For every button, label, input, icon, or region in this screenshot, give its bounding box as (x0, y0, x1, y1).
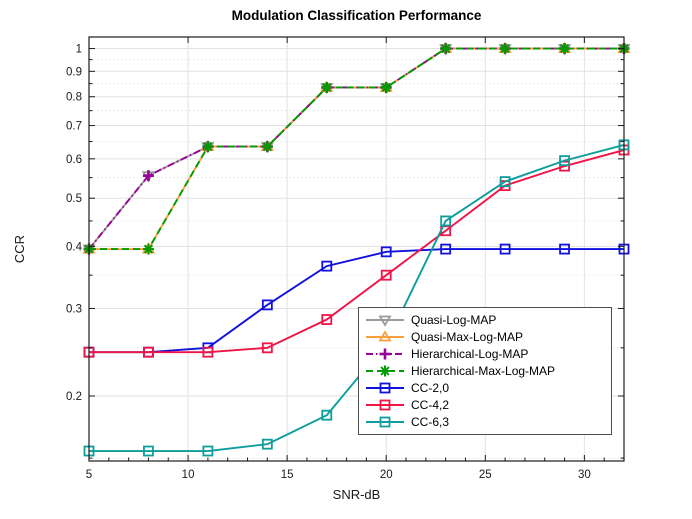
marker-square (559, 155, 570, 167)
legend-label: Hierarchical-Max-Log-MAP (411, 363, 556, 378)
y-tick-label: 0.6 (66, 154, 82, 166)
marker-triangle-down (378, 315, 392, 327)
marker-square (499, 176, 511, 187)
legend-item: Hierarchical-Log-MAP (365, 346, 605, 362)
marker-square (143, 445, 154, 457)
legend-item: Quasi-Max-Log-MAP (365, 329, 605, 345)
legend-label: CC-6,3 (411, 415, 450, 430)
legend: Quasi-Log-MAP Quasi-Max-Log-MAP Hierarchic… (358, 307, 612, 435)
marker-square (321, 260, 333, 272)
chart-title: Modulation Classification Performance (231, 8, 482, 23)
legend-item: CC-2,0 (365, 380, 605, 396)
marker-square (380, 246, 392, 258)
marker-asterisk (441, 43, 451, 54)
marker-square (379, 399, 391, 411)
marker-asterisk (500, 43, 510, 54)
marker-square (143, 346, 154, 358)
x-axis-label: SNR-dB (332, 487, 381, 502)
y-tick-label: 0.8 (66, 92, 82, 104)
marker-asterisk (143, 244, 154, 254)
y-tick-label: 0.9 (66, 66, 82, 78)
axis-box (88, 36, 625, 462)
y-tick-label: 0.7 (66, 121, 82, 133)
legend-swatch (366, 417, 404, 428)
marker-asterisk (559, 43, 570, 54)
x-tick-label: 20 (380, 469, 393, 481)
x-tick-label: 10 (182, 469, 195, 481)
marker-square (261, 438, 273, 450)
x-tick-label: 30 (578, 469, 591, 481)
legend-swatch (366, 315, 404, 327)
marker-asterisk (380, 366, 390, 376)
marker-square (379, 382, 391, 394)
legend-item: CC-6,3 (365, 414, 605, 430)
marker-square (202, 445, 214, 457)
y-tick-label: 0.3 (66, 303, 82, 315)
y-tick-label: 0.4 (66, 241, 83, 253)
marker-square (379, 417, 391, 428)
legend-swatch (366, 382, 404, 394)
series-line-CC-4,2 (89, 149, 625, 354)
legend-label: CC-2,0 (411, 381, 450, 396)
marker-square (440, 215, 452, 227)
legend-swatch (366, 348, 404, 360)
legend-swatch (366, 399, 404, 411)
x-tick-label: 5 (86, 469, 92, 481)
y-tick-label: 0.2 (66, 391, 82, 403)
legend-item: Quasi-Log-MAP (365, 312, 605, 328)
marker-square (321, 314, 333, 325)
marker-square (559, 160, 570, 172)
marker-asterisk (262, 141, 272, 152)
series-line-CC-2,0 (89, 248, 624, 354)
marker-square (440, 243, 452, 255)
marker-square (261, 299, 273, 311)
legend-swatch (366, 365, 404, 377)
marker-asterisk (381, 82, 391, 93)
marker-square (559, 243, 570, 255)
marker-square (321, 409, 333, 421)
legend-item: CC-4,2 (365, 397, 605, 413)
series-line-Hierarchical-Max-Log-MAP (89, 47, 624, 251)
legend-label: Quasi-Log-MAP (411, 312, 497, 327)
legend-item: Hierarchical-Max-Log-MAP (365, 363, 605, 379)
y-tick-label: 0.5 (66, 193, 82, 205)
marker-square (202, 346, 214, 358)
marker-asterisk (322, 82, 332, 93)
marker-square (499, 243, 511, 255)
legend-label: Quasi-Max-Log-MAP (411, 329, 524, 344)
legend-swatch (366, 329, 404, 342)
legend-label: Hierarchical-Log-MAP (411, 346, 529, 361)
marker-asterisk (203, 141, 213, 152)
series-line-CC-6,3 (89, 143, 625, 452)
y-axis-label: CCR (12, 234, 27, 264)
x-tick-label: 15 (281, 469, 294, 481)
marker-square (380, 269, 392, 281)
y-tick-label: 1 (76, 44, 82, 56)
marker-triangle-up (378, 329, 392, 342)
x-tick-label: 25 (479, 469, 492, 481)
marker-square (261, 342, 273, 354)
legend-label: CC-4,2 (411, 398, 450, 413)
